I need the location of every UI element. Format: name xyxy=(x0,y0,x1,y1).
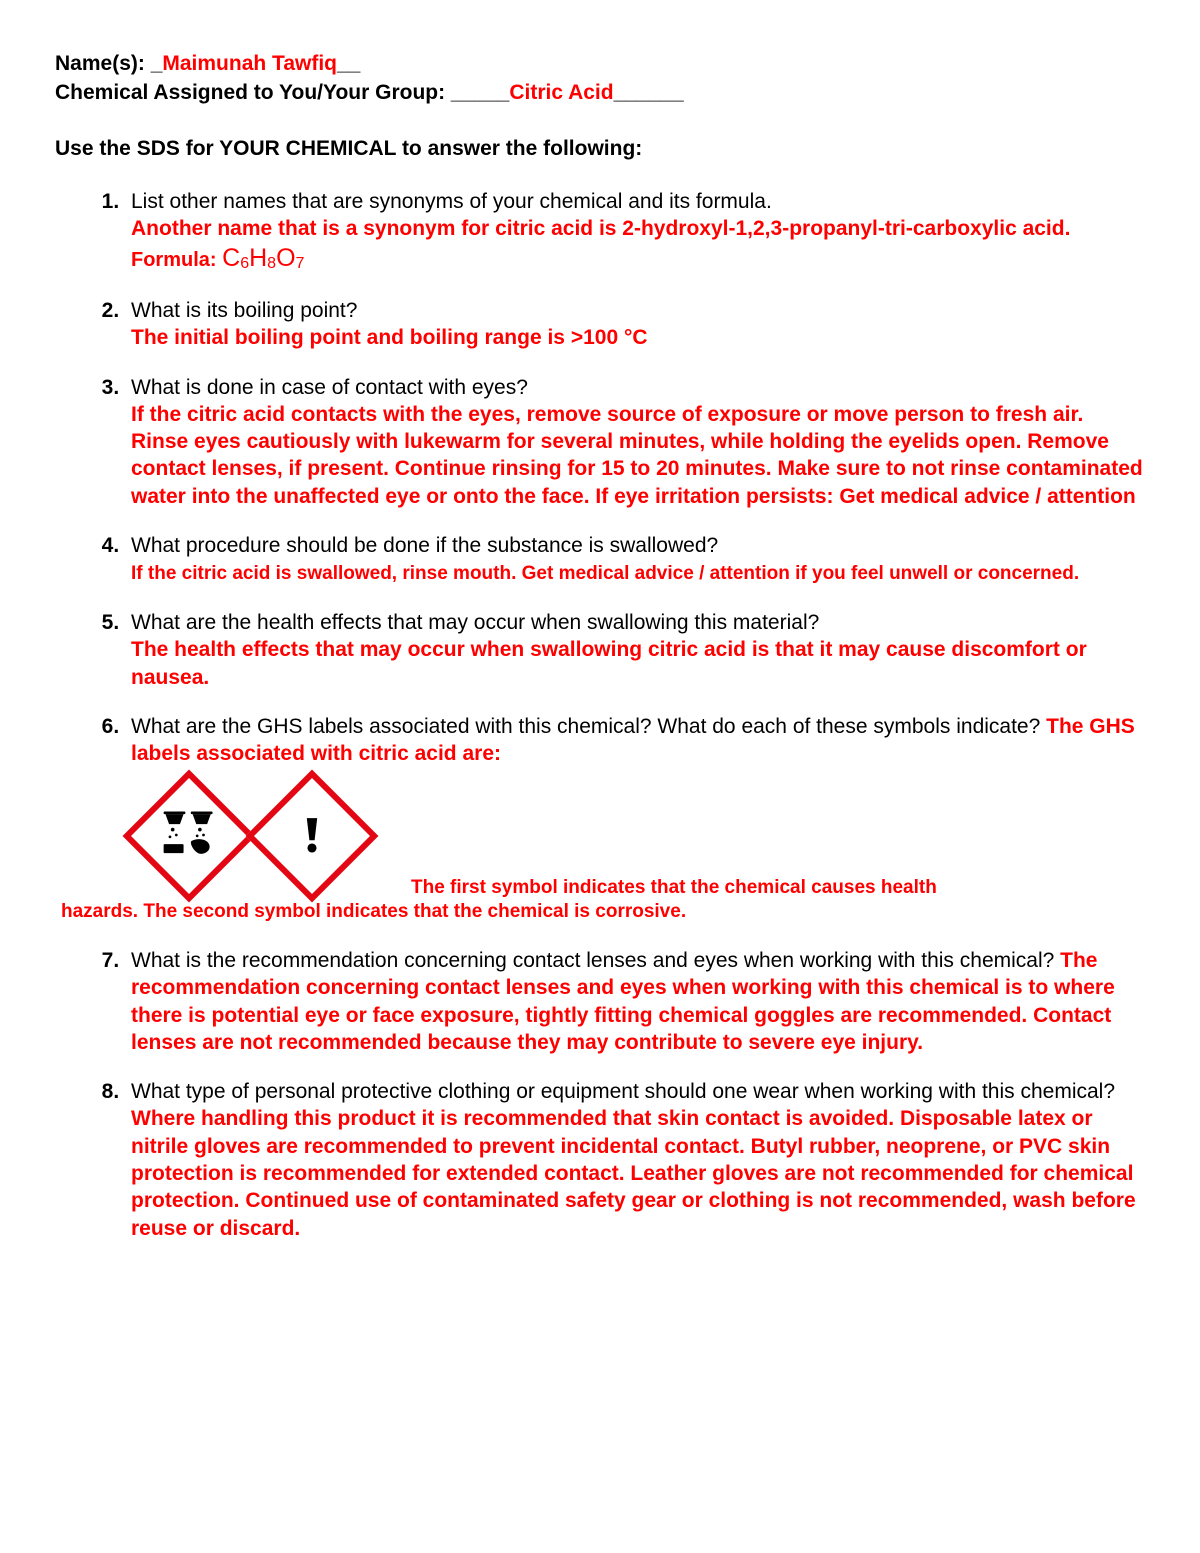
exclamation-svg xyxy=(299,809,325,861)
q3-text: What is done in case of contact with eye… xyxy=(131,376,528,399)
q5-text: What are the health effects that may occ… xyxy=(131,611,819,634)
q6-after-part2: hazards. The second symbol indicates tha… xyxy=(61,900,1145,925)
q2-answer: The initial boiling point and boiling ra… xyxy=(131,326,648,349)
question-1: List other names that are synonyms of yo… xyxy=(125,188,1145,275)
q7-text: What is the recommendation concerning co… xyxy=(131,949,1060,972)
q8-text: What type of personal protective clothin… xyxy=(131,1080,1115,1103)
chemical-line: Chemical Assigned to You/Your Group: ___… xyxy=(55,79,1145,106)
chem-label: Chemical Assigned to You/Your Group: ___… xyxy=(55,81,509,104)
corrosion-svg xyxy=(160,806,218,864)
ghs-corrosion-icon xyxy=(131,778,246,893)
q4-answer: If the citric acid is swallowed, rinse m… xyxy=(131,563,1079,584)
question-5: What are the health effects that may occ… xyxy=(125,609,1145,691)
chem-value: Citric Acid xyxy=(509,81,613,104)
question-4: What procedure should be done if the sub… xyxy=(125,532,1145,587)
name-value: Maimunah Tawfiq xyxy=(162,52,337,75)
q2-text: What is its boiling point? xyxy=(131,299,357,322)
q5-answer: The health effects that may occur when s… xyxy=(131,638,1087,688)
ghs-exclamation-icon xyxy=(254,778,369,893)
q1-formula-label: Formula: xyxy=(131,249,222,271)
q6-text: What are the GHS labels associated with … xyxy=(131,715,1046,738)
name-label: Name(s): _ xyxy=(55,52,162,75)
q1-formula: C6H8O7 xyxy=(222,244,304,272)
question-6: What are the GHS labels associated with … xyxy=(125,713,1145,925)
q8-answer: Where handling this product it is recomm… xyxy=(131,1107,1136,1239)
instruction-text: Use the SDS for YOUR CHEMICAL to answer … xyxy=(55,135,1145,162)
name-line: Name(s): _Maimunah Tawfiq__ xyxy=(55,50,1145,77)
question-8: What type of personal protective clothin… xyxy=(125,1078,1145,1242)
name-suffix: __ xyxy=(337,52,360,75)
q3-answer: If the citric acid contacts with the eye… xyxy=(131,403,1143,508)
worksheet-page: Name(s): _Maimunah Tawfiq__ Chemical Ass… xyxy=(0,0,1200,1553)
question-list: List other names that are synonyms of yo… xyxy=(95,188,1145,1242)
q1-answer-synonym: Another name that is a synonym for citri… xyxy=(131,217,1070,240)
q6-after-part1: The first symbol indicates that the chem… xyxy=(411,877,937,898)
q1-text: List other names that are synonyms of yo… xyxy=(131,190,772,213)
question-7: What is the recommendation concerning co… xyxy=(125,947,1145,1056)
chem-suffix: ______ xyxy=(614,81,684,104)
question-3: What is done in case of contact with eye… xyxy=(125,374,1145,510)
question-2: What is its boiling point? The initial b… xyxy=(125,297,1145,352)
q4-text: What procedure should be done if the sub… xyxy=(131,534,718,557)
